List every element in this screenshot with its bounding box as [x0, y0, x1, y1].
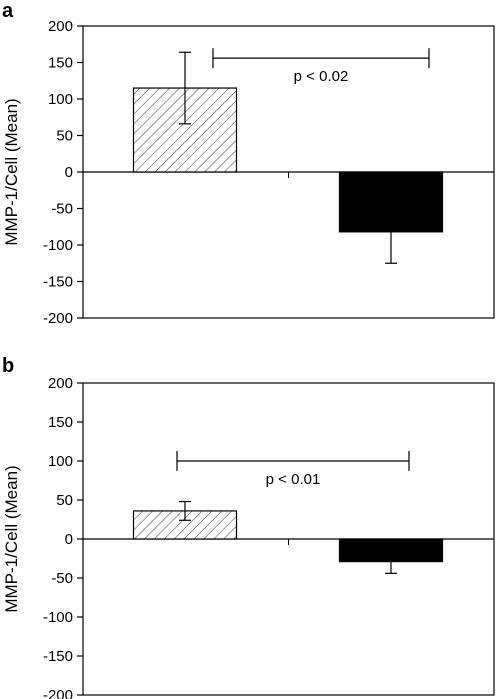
p0-ytick-label: -200	[43, 310, 73, 327]
panel-a-plot: 200 150 100 50 0 -50 -100 -150 -200 p < 0.02	[43, 18, 495, 327]
p0-ytick-label: 200	[48, 18, 73, 35]
p1-ytick-label: 100	[48, 453, 73, 470]
panel-b: b MMP-1/Cell (Mean) 200 150 100 50 0 -50 -100 -…	[2, 355, 495, 699]
p0-ytick-label: 150	[48, 55, 73, 72]
p1-ytick-label: -50	[51, 570, 73, 587]
p0-ytick-label: 100	[48, 91, 73, 108]
p1-ytick-label: -200	[43, 687, 73, 699]
p1-ytick-label: -150	[43, 648, 73, 665]
panel-b-letter: b	[2, 355, 14, 377]
p1-ytick-label: 0	[65, 531, 73, 548]
panel-a-letter: a	[2, 0, 14, 22]
p1-ytick-label: 200	[48, 375, 73, 392]
p0-ytick-label: 50	[56, 128, 73, 145]
p0-pvalue: p < 0.02	[294, 68, 349, 85]
p0-ytick-label: -100	[43, 237, 73, 254]
p1-pvalue: p < 0.01	[266, 471, 321, 488]
p0-ytick-label: -50	[51, 201, 73, 218]
p1-ytick-label: 50	[56, 492, 73, 509]
panel-b-plot: 200 150 100 50 0 -50 -100 -150 -200 p < 0.01	[43, 375, 495, 699]
p0-ytick-label: 0	[65, 164, 73, 181]
panel-b-ylabel: MMP-1/Cell (Mean)	[2, 465, 21, 612]
p1-ytick-label: 150	[48, 414, 73, 431]
panel-a: a MMP-1/Cell (Mean) 200 150 100 50 0 -50 -100 -…	[2, 0, 495, 327]
p0-ytick-label: -150	[43, 274, 73, 291]
p1-ytick-label: -100	[43, 609, 73, 626]
panel-a-ylabel: MMP-1/Cell (Mean)	[2, 98, 21, 245]
